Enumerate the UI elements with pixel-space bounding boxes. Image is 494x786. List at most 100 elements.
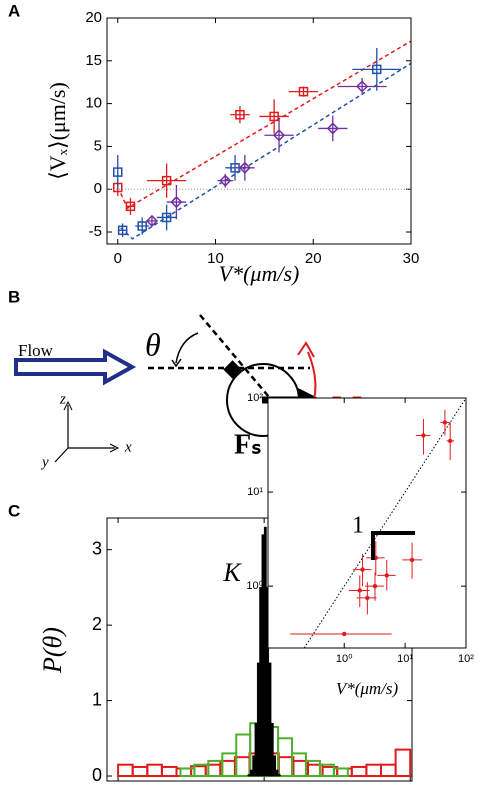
x-axis-label: V*(μm/s) bbox=[336, 679, 399, 698]
histogram-bar bbox=[179, 767, 196, 778]
point bbox=[235, 109, 245, 120]
slope-label: 1 bbox=[352, 513, 364, 539]
panel-letter: C bbox=[8, 501, 20, 520]
point bbox=[269, 111, 279, 122]
y-tick-label: -5 bbox=[89, 223, 102, 240]
chart: 10⁰ 10¹ 10² 10⁰ 10¹ 10² V*(μm/s) K 1 bbox=[222, 392, 474, 698]
theta-arc bbox=[175, 332, 199, 364]
point bbox=[113, 167, 123, 177]
chart: 0 10 20 30 -5 0 5 10 15 20 V*(μm/s) ⟨Vₓ⟩(μm/s) bbox=[45, 9, 419, 286]
point bbox=[360, 567, 365, 572]
histogram-bar bbox=[336, 767, 353, 778]
histogram-bar bbox=[117, 763, 134, 778]
histogram-bar bbox=[259, 587, 263, 777]
point bbox=[238, 161, 251, 174]
point bbox=[272, 129, 286, 142]
point bbox=[357, 588, 362, 593]
point bbox=[384, 573, 389, 578]
point bbox=[326, 122, 339, 135]
marker bbox=[223, 360, 242, 379]
x-tick-label: 10⁰ bbox=[336, 653, 353, 665]
histogram-bar bbox=[261, 534, 265, 777]
x-tick-label: 20 bbox=[305, 250, 322, 267]
point bbox=[125, 201, 136, 212]
y-tick-label: 2 bbox=[92, 614, 102, 634]
theta-label: θ bbox=[145, 326, 161, 362]
histogram-bar bbox=[247, 774, 251, 777]
flow-arrow bbox=[14, 348, 137, 386]
point bbox=[161, 212, 172, 223]
slope-marker bbox=[371, 531, 415, 560]
histogram-bar bbox=[394, 748, 412, 778]
moment-arrowhead bbox=[297, 341, 315, 358]
point bbox=[137, 221, 147, 231]
y-tick-label: 0 bbox=[94, 180, 102, 197]
y-tick-label: 10 bbox=[85, 95, 102, 112]
histogram-bar bbox=[256, 662, 260, 777]
panel-letter: B bbox=[8, 287, 20, 306]
histogram-bar bbox=[249, 769, 253, 777]
point bbox=[145, 214, 159, 227]
y-tick-label: 3 bbox=[92, 538, 102, 558]
chart: −π0π0123P(θ) bbox=[38, 517, 413, 785]
y-tick-label: 10¹ bbox=[247, 486, 263, 498]
y-axis-label: P(θ) bbox=[38, 627, 67, 674]
fit-line bbox=[120, 40, 412, 210]
panel-letter: A bbox=[8, 1, 20, 20]
x-tick-label: 10² bbox=[458, 653, 474, 665]
histogram-bar bbox=[273, 755, 277, 777]
histogram-bar bbox=[235, 733, 252, 778]
point bbox=[372, 583, 378, 589]
axis-y bbox=[54, 447, 69, 463]
point bbox=[298, 86, 309, 97]
x-tick-label: 10¹ bbox=[397, 653, 413, 665]
x-axis-label: V*(μm/s) bbox=[219, 261, 300, 286]
histogram-bar bbox=[146, 763, 163, 778]
histogram-bar bbox=[254, 722, 258, 777]
y-axis-label: ⟨Vₓ⟩(μm/s) bbox=[45, 82, 70, 180]
histogram-bar bbox=[263, 526, 267, 777]
histogram-bar bbox=[175, 767, 193, 778]
x-tick-label: 10 bbox=[207, 250, 224, 267]
body-axis bbox=[199, 314, 323, 461]
point bbox=[117, 225, 128, 236]
histogram-bar bbox=[131, 765, 149, 778]
x-tick-label: 30 bbox=[403, 250, 420, 267]
point bbox=[170, 195, 183, 209]
histogram-bar bbox=[332, 767, 349, 778]
y-tick-label: 10² bbox=[247, 392, 263, 404]
y-tick-label: 15 bbox=[85, 52, 102, 69]
y-tick-label: 5 bbox=[94, 137, 102, 154]
point bbox=[442, 420, 448, 425]
plot-frame bbox=[267, 397, 467, 649]
point bbox=[409, 557, 415, 563]
histogram-bar bbox=[350, 765, 368, 778]
point bbox=[447, 438, 453, 444]
x-tick-label: 0 bbox=[114, 250, 122, 267]
histogram-bar bbox=[252, 755, 256, 777]
y-label: y bbox=[40, 454, 49, 470]
histogram-bar bbox=[270, 722, 274, 777]
histogram-bar bbox=[275, 769, 279, 777]
y-tick-label: 10⁰ bbox=[246, 580, 263, 592]
arrowhead bbox=[63, 400, 73, 411]
z-label: z bbox=[59, 391, 66, 407]
y-axis-label: K bbox=[222, 558, 242, 587]
histogram-bar bbox=[160, 765, 178, 778]
histogram-bar bbox=[365, 763, 383, 778]
point bbox=[342, 631, 347, 637]
arrowhead bbox=[109, 443, 120, 453]
fit-line bbox=[120, 62, 412, 240]
theta-arrowhead bbox=[171, 358, 182, 368]
plot-frame bbox=[106, 517, 413, 782]
flow-label: Flow bbox=[18, 341, 54, 360]
identity-line bbox=[303, 397, 467, 649]
y-tick-label: 1 bbox=[92, 689, 102, 709]
histogram-bar bbox=[380, 763, 397, 778]
point bbox=[356, 80, 369, 93]
point bbox=[365, 595, 370, 601]
y-tick-label: 20 bbox=[85, 9, 102, 26]
histogram-bar bbox=[268, 662, 272, 777]
x-label: x bbox=[124, 439, 132, 455]
